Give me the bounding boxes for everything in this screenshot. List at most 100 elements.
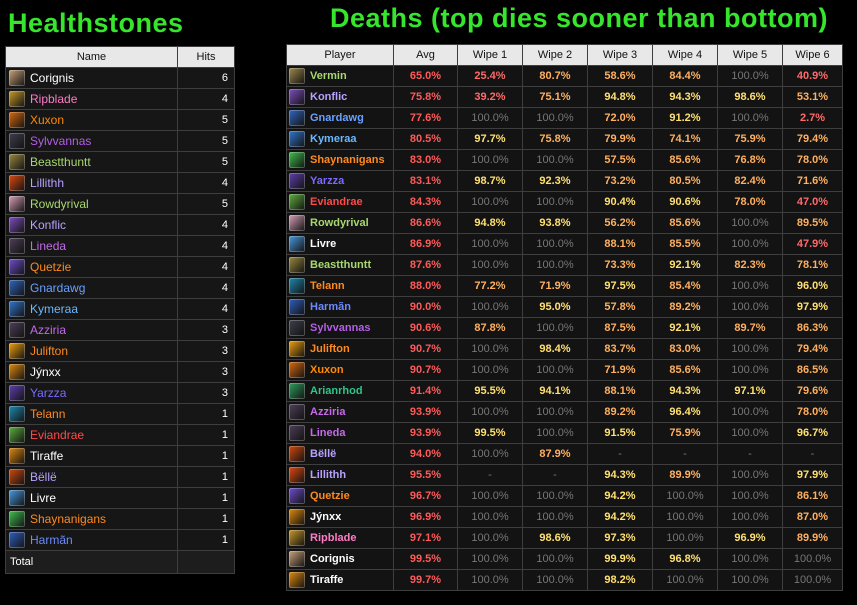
wipe-2-column-header[interactable]: Wipe 2	[522, 44, 588, 66]
hits-value: 1	[177, 529, 235, 551]
wipe-value: 99.5%	[457, 422, 523, 444]
hits-column-header[interactable]: Hits	[177, 46, 235, 68]
name-column-header[interactable]: Name	[5, 46, 178, 68]
wipe-value: 100.0%	[457, 254, 523, 276]
player-cell: Shaynanigans	[286, 149, 394, 171]
wipe-value: 71.9%	[522, 275, 588, 297]
player-cell: Quetzie	[5, 256, 178, 278]
player-name: Jýnxx	[30, 365, 61, 379]
avg-value: 87.6%	[393, 254, 458, 276]
wipe-value: 25.4%	[457, 65, 523, 87]
wipe-value: 100.0%	[717, 401, 783, 423]
wipe-4-column-header[interactable]: Wipe 4	[652, 44, 718, 66]
player-name: Gnardawg	[310, 112, 364, 124]
player-name: Bëllë	[310, 448, 337, 460]
player-cell: Julifton	[286, 338, 394, 360]
wipe-value: 94.8%	[587, 86, 653, 108]
player-name: Telann	[310, 280, 345, 292]
hits-value: 5	[177, 151, 235, 173]
table-row: Sylvvannas 90.6% 87.8% 100.0% 87.5% 92.1% 89.7…	[286, 317, 843, 339]
wipe-value: 87.0%	[782, 506, 843, 528]
wipe-value: 100.0%	[717, 275, 783, 297]
table-row: Harmãn 90.0% 100.0% 95.0% 57.8% 89.2% 100.0% 97…	[286, 296, 843, 318]
wipe-value: 100.0%	[652, 527, 718, 549]
wipe-value: 100.0%	[717, 338, 783, 360]
wipe-value: 100.0%	[522, 317, 588, 339]
table-row: Ripblade 97.1% 100.0% 98.6% 97.3% 100.0% 96.9%…	[286, 527, 843, 549]
wipe-value: 100.0%	[717, 296, 783, 318]
wipe-value: 100.0%	[522, 107, 588, 129]
avg-value: 90.7%	[393, 338, 458, 360]
class-icon	[9, 427, 25, 443]
wipe-value: 72.0%	[587, 107, 653, 129]
player-cell: Yarzza	[286, 170, 394, 192]
player-name: Jýnxx	[310, 511, 342, 523]
player-cell: Telann	[5, 403, 178, 425]
healthstones-title: Healthstones	[8, 8, 184, 38]
player-name: Shaynanigans	[310, 154, 385, 166]
class-icon	[9, 448, 25, 464]
wipe-value: 100.0%	[457, 338, 523, 360]
wipe-5-column-header[interactable]: Wipe 5	[717, 44, 783, 66]
wipe-value: 94.3%	[652, 86, 718, 108]
table-row: Lineda 4	[5, 235, 235, 257]
wipe-3-column-header[interactable]: Wipe 3	[587, 44, 653, 66]
wipe-value: 100.0%	[652, 485, 718, 507]
avg-value: 90.0%	[393, 296, 458, 318]
wipe-value: 86.1%	[782, 485, 843, 507]
wipe-value: 73.2%	[587, 170, 653, 192]
player-cell: Julifton	[5, 340, 178, 362]
class-icon	[9, 70, 25, 86]
wipe-value: 100.0%	[457, 506, 523, 528]
player-name: Lillithh	[310, 469, 347, 481]
table-row: Konflic 4	[5, 214, 235, 236]
avg-value: 86.6%	[393, 212, 458, 234]
wipe-1-column-header[interactable]: Wipe 1	[457, 44, 523, 66]
wipe-value: 100.0%	[457, 443, 523, 465]
wipe-value: 89.2%	[652, 296, 718, 318]
player-name: Azziria	[30, 323, 67, 337]
wipe-value: 47.0%	[782, 191, 843, 213]
wipe-value: 99.9%	[587, 548, 653, 570]
wipe-6-column-header[interactable]: Wipe 6	[782, 44, 843, 66]
wipe-value: 96.0%	[782, 275, 843, 297]
player-cell: Xuxon	[5, 109, 178, 131]
class-icon	[289, 383, 305, 399]
player-cell: Xuxon	[286, 359, 394, 381]
wipe-value: 92.3%	[522, 170, 588, 192]
class-icon	[9, 511, 25, 527]
player-cell: Vermin	[286, 65, 394, 87]
table-row: Lineda 93.9% 99.5% 100.0% 91.5% 75.9% 100.0% 96…	[286, 422, 843, 444]
wipe-value: 100.0%	[717, 212, 783, 234]
table-row: Vermin 65.0% 25.4% 80.7% 58.6% 84.4% 100.0% 40.…	[286, 65, 843, 87]
player-name: Arianrhod	[310, 385, 363, 397]
player-cell: Azziria	[5, 319, 178, 341]
wipe-value: -	[587, 443, 653, 465]
class-icon	[9, 385, 25, 401]
wipe-value: 100.0%	[522, 422, 588, 444]
class-icon	[289, 110, 305, 126]
wipe-value: 47.9%	[782, 233, 843, 255]
table-row: Julifton 90.7% 100.0% 98.4% 83.7% 83.0% 100.0%…	[286, 338, 843, 360]
player-name: Kymeraa	[310, 133, 357, 145]
player-column-header[interactable]: Player	[286, 44, 394, 66]
total-label: Total	[5, 550, 178, 574]
wipe-value: 97.5%	[587, 275, 653, 297]
player-cell: Yarzza	[5, 382, 178, 404]
wipe-value: 89.9%	[652, 464, 718, 486]
player-name: Eviandrae	[310, 196, 363, 208]
wipe-value: 86.5%	[782, 359, 843, 381]
player-name: Bëllë	[30, 470, 57, 484]
avg-column-header[interactable]: Avg	[393, 44, 458, 66]
wipe-value: 85.6%	[652, 149, 718, 171]
table-row: Shaynanigans 83.0% 100.0% 100.0% 57.5% 85.6% 7…	[286, 149, 843, 171]
wipe-value: 100.0%	[522, 401, 588, 423]
hits-value: 1	[177, 487, 235, 509]
wipe-value: 100.0%	[717, 233, 783, 255]
avg-value: 90.7%	[393, 359, 458, 381]
class-icon	[9, 91, 25, 107]
wipe-value: 40.9%	[782, 65, 843, 87]
player-name: Sylvvannas	[310, 322, 371, 334]
wipe-value: 93.8%	[522, 212, 588, 234]
player-cell: Lineda	[286, 422, 394, 444]
